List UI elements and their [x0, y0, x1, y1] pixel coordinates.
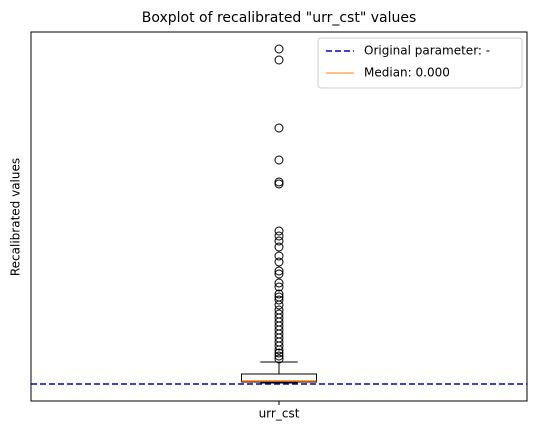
- outlier: [274, 44, 284, 54]
- outlier: [274, 300, 284, 310]
- outlier: [274, 55, 284, 65]
- outlier: [274, 236, 284, 246]
- outlier: [274, 295, 284, 305]
- outlier: [274, 231, 284, 241]
- outlier: [274, 278, 284, 288]
- outlier: [274, 282, 284, 292]
- outlier: [274, 251, 284, 261]
- outlier: [274, 257, 284, 267]
- outlier: [274, 354, 284, 364]
- outlier: [274, 155, 284, 165]
- legend-label: Original parameter: -: [364, 44, 490, 58]
- x-tick-label: urr_cst: [259, 407, 300, 421]
- legend-box: [317, 37, 523, 89]
- chart-title: Boxplot of recalibrated "urr_cst" values: [142, 10, 417, 26]
- outlier: [274, 226, 284, 236]
- outlier: [274, 351, 284, 361]
- outlier: [274, 177, 284, 187]
- outlier: [274, 289, 284, 299]
- legend-label: Median: 0.000: [364, 66, 450, 80]
- outlier: [274, 345, 284, 355]
- y-axis-label: Recalibrated values: [9, 158, 23, 276]
- box: [241, 373, 317, 383]
- outlier: [274, 269, 284, 279]
- outlier: [274, 266, 284, 276]
- outlier: [274, 348, 284, 358]
- outlier: [274, 341, 284, 351]
- plot-frame: [30, 31, 528, 402]
- outlier: [274, 242, 284, 252]
- outlier: [274, 123, 284, 133]
- outlier: [274, 179, 284, 189]
